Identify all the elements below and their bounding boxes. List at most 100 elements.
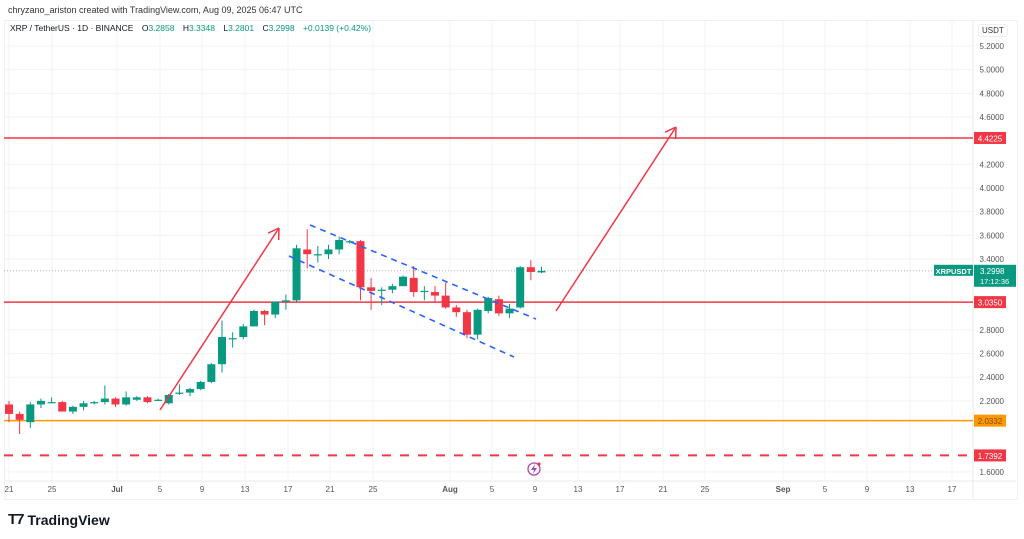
candle[interactable] (377, 287, 386, 306)
candle[interactable] (239, 324, 248, 340)
candle-body (409, 277, 418, 293)
candle-body (5, 404, 13, 414)
candle[interactable] (452, 305, 461, 317)
candle-body (175, 392, 184, 394)
candle[interactable] (90, 400, 99, 405)
candle[interactable] (26, 402, 35, 429)
candle[interactable] (345, 240, 354, 244)
candle[interactable] (292, 244, 301, 303)
candle[interactable] (473, 308, 482, 340)
candle[interactable] (420, 286, 429, 301)
candle[interactable] (505, 303, 514, 319)
candle[interactable] (186, 387, 195, 397)
candle[interactable] (388, 283, 397, 294)
symbol-title[interactable]: XRP / TetherUS · 1D · BINANCE (10, 23, 134, 33)
candle[interactable] (441, 282, 450, 309)
candles (5, 229, 546, 435)
candle-body (537, 270, 546, 273)
candle-body (164, 394, 173, 404)
grid (4, 21, 973, 480)
candle[interactable] (313, 245, 322, 263)
candle-body (452, 307, 461, 313)
time-tick: 5 (158, 485, 163, 494)
projection-arrow[interactable] (555, 126, 677, 312)
candle[interactable] (526, 260, 535, 281)
candle-body (15, 413, 24, 420)
candle[interactable] (47, 397, 56, 404)
candle[interactable] (281, 294, 290, 310)
candle[interactable] (196, 380, 205, 391)
candle[interactable] (15, 411, 24, 435)
candle[interactable] (100, 385, 109, 405)
rally-arrow-head (267, 227, 280, 234)
candle[interactable] (431, 286, 439, 303)
candle[interactable] (249, 309, 258, 327)
candle[interactable] (207, 363, 216, 384)
candle[interactable] (154, 398, 163, 401)
chart-frame[interactable] (4, 20, 1018, 500)
support-3.0350-label: 3.0350 (978, 299, 1003, 308)
channel-lower[interactable] (288, 255, 515, 358)
candle[interactable] (484, 296, 493, 314)
candle[interactable] (218, 320, 226, 373)
candle[interactable] (494, 295, 503, 316)
time-tick: 9 (533, 485, 538, 494)
candle-body (516, 267, 525, 308)
time-tick: 9 (200, 485, 205, 494)
lightning-event-icon[interactable] (527, 462, 541, 476)
candle-body (484, 297, 493, 311)
channel-upper[interactable] (309, 224, 537, 320)
candle[interactable] (36, 398, 45, 408)
open-value: 3.2858 (148, 23, 175, 33)
symbol-badge-label: XRPUSDT (936, 267, 972, 276)
candle-body (399, 276, 408, 287)
candle-body (90, 402, 99, 404)
candle[interactable] (260, 309, 269, 326)
candle[interactable] (143, 396, 152, 404)
candle[interactable] (409, 266, 418, 297)
candle[interactable] (79, 400, 88, 411)
rally-arrow[interactable] (159, 227, 280, 411)
price-tick: 2.6000 (980, 350, 1005, 359)
time-tick: 13 (241, 485, 250, 494)
last-price-value: 3.2998 (980, 267, 1005, 276)
candle-body (377, 289, 386, 291)
candle[interactable] (175, 384, 184, 395)
candle-body (239, 326, 248, 338)
price-tick: 5.2000 (980, 42, 1005, 51)
candle[interactable] (367, 277, 376, 310)
candle[interactable] (228, 332, 237, 348)
candle[interactable] (122, 391, 131, 406)
candle[interactable] (303, 229, 312, 269)
resistance-4.4225-badge[interactable] (974, 131, 1006, 144)
candle[interactable] (537, 266, 546, 274)
support-3.0350-badge[interactable] (974, 296, 1006, 309)
candle[interactable] (58, 400, 67, 412)
symbol-badge (934, 264, 973, 276)
time-tick: 13 (906, 485, 915, 494)
candle[interactable] (335, 236, 344, 255)
candle[interactable] (399, 275, 408, 287)
candle[interactable] (271, 301, 280, 319)
candle[interactable] (5, 400, 13, 423)
candle[interactable] (356, 240, 365, 301)
currency-label[interactable]: USDT (978, 24, 1008, 37)
time-tick: 17 (284, 485, 293, 494)
high-value: 3.3348 (188, 23, 215, 33)
candle-body (186, 389, 195, 393)
support-1.7392-badge[interactable] (974, 449, 1006, 462)
candle[interactable] (68, 405, 77, 414)
time-tick: 25 (701, 485, 710, 494)
candle[interactable] (132, 396, 141, 401)
price-tick: 4.2000 (980, 160, 1005, 169)
candle[interactable] (462, 309, 471, 339)
support-2.0332-badge[interactable] (974, 414, 1006, 427)
candle-body (345, 241, 354, 243)
candle-body (281, 300, 290, 302)
candle[interactable] (111, 397, 120, 407)
candle[interactable] (324, 244, 333, 259)
tradingview-brand: TradingView (27, 511, 110, 528)
candle[interactable] (516, 266, 525, 309)
candle-body (313, 254, 322, 256)
